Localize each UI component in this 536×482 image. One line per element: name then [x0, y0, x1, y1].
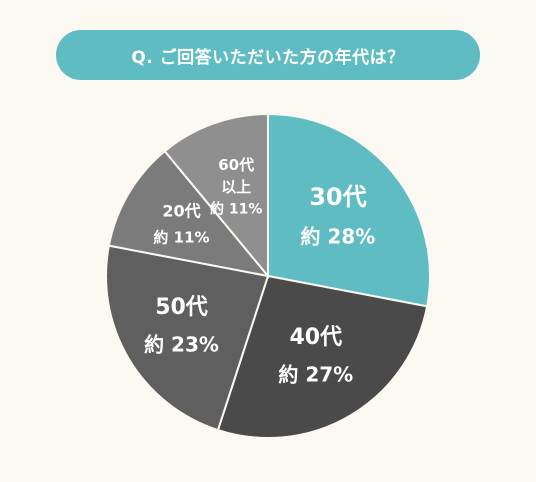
slice-category-label: 50代 [155, 295, 208, 320]
slice-category-label: 以上 [221, 178, 251, 196]
question-banner: Q. ご回答いただいた方の年代は？ [56, 30, 480, 80]
slice-value-label: 約 23% [144, 333, 219, 357]
slice-category-label: 60代 [218, 156, 254, 174]
pie-slice [216, 274, 429, 439]
slice-value-label: 約 11% [153, 228, 209, 246]
pie-slice [163, 112, 269, 279]
question-title: Q. ご回答いただいた方の年代は？ [131, 47, 405, 68]
slice-category-label: 30代 [309, 183, 366, 211]
slice-category-label: 40代 [289, 325, 342, 350]
pie-slice [107, 149, 271, 278]
pie-slice [267, 112, 431, 308]
slice-value-label: 約 27% [278, 362, 353, 386]
slice-value-label: 約 28% [300, 225, 375, 249]
slice-value-label: 約 11% [210, 201, 262, 218]
pie-slice [105, 244, 270, 432]
slice-category-label: 20代 [162, 201, 200, 220]
